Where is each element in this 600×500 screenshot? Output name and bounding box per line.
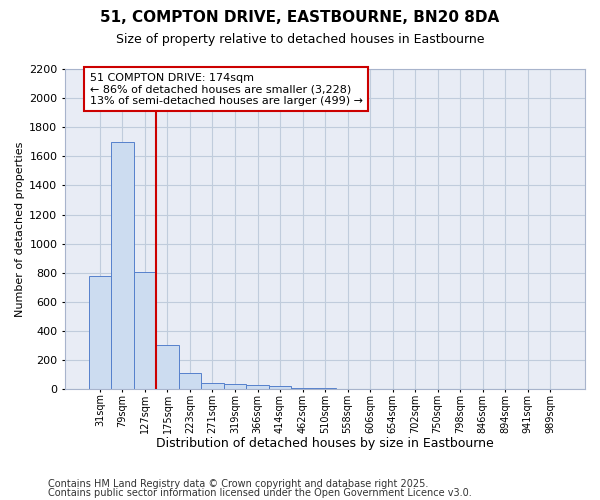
Bar — [134, 272, 156, 390]
Bar — [179, 372, 201, 390]
Text: 51, COMPTON DRIVE, EASTBOURNE, BN20 8DA: 51, COMPTON DRIVE, EASTBOURNE, BN20 8DA — [100, 10, 500, 25]
Text: Contains HM Land Registry data © Crown copyright and database right 2025.: Contains HM Land Registry data © Crown c… — [48, 479, 428, 489]
Y-axis label: Number of detached properties: Number of detached properties — [15, 142, 25, 317]
Bar — [246, 385, 269, 390]
Bar — [89, 276, 111, 390]
Text: Contains public sector information licensed under the Open Government Licence v3: Contains public sector information licen… — [48, 488, 472, 498]
Text: Size of property relative to detached houses in Eastbourne: Size of property relative to detached ho… — [116, 32, 484, 46]
Bar — [201, 382, 224, 390]
Bar — [314, 388, 336, 390]
Bar — [224, 384, 246, 390]
Text: 51 COMPTON DRIVE: 174sqm
← 86% of detached houses are smaller (3,228)
13% of sem: 51 COMPTON DRIVE: 174sqm ← 86% of detach… — [90, 72, 363, 106]
X-axis label: Distribution of detached houses by size in Eastbourne: Distribution of detached houses by size … — [156, 437, 494, 450]
Bar — [156, 345, 179, 390]
Bar — [111, 142, 134, 390]
Bar — [291, 388, 314, 390]
Bar — [269, 386, 291, 390]
